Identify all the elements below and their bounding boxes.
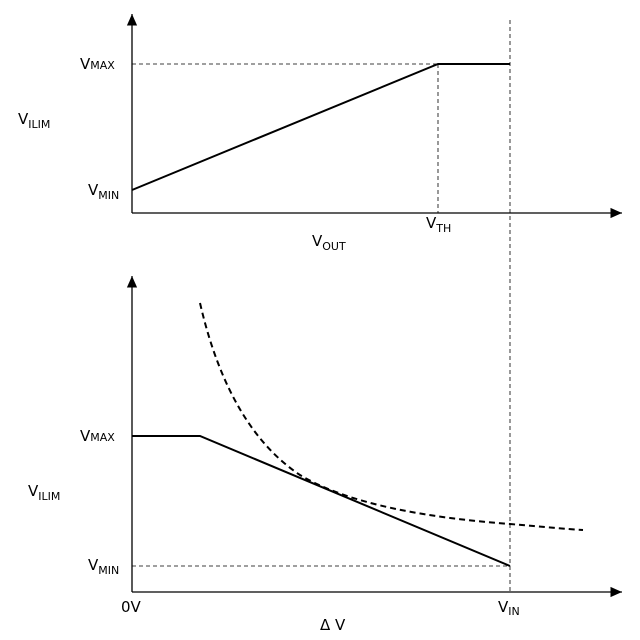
dashed-curve — [200, 303, 583, 530]
label: Δ V — [320, 616, 346, 634]
label: VILIM — [28, 482, 60, 503]
diagram: VMAX VILIM VMIN VOUT VTH VMAX VILIM VMIN… — [0, 0, 640, 640]
label-part: OUT — [322, 240, 346, 253]
label: VOUT — [312, 232, 346, 253]
label-part: MIN — [98, 189, 119, 202]
label: VTH — [426, 214, 451, 235]
label: VMAX — [80, 55, 115, 73]
label-part: MIN — [98, 564, 119, 577]
label: VMIN — [88, 556, 119, 577]
label: VIN — [498, 598, 520, 618]
label-part: ILIM — [28, 118, 50, 131]
label-part: MAX — [90, 59, 115, 72]
label: VMIN — [88, 181, 119, 202]
curve — [132, 64, 510, 190]
label-part: ILIM — [38, 490, 60, 503]
label-part: TH — [435, 222, 451, 235]
label-part: IN — [508, 605, 519, 618]
label: 0V — [121, 598, 142, 616]
label: VMAX — [80, 427, 115, 445]
curve — [132, 436, 510, 566]
label-part: MAX — [90, 431, 115, 444]
label: VILIM — [18, 110, 50, 131]
